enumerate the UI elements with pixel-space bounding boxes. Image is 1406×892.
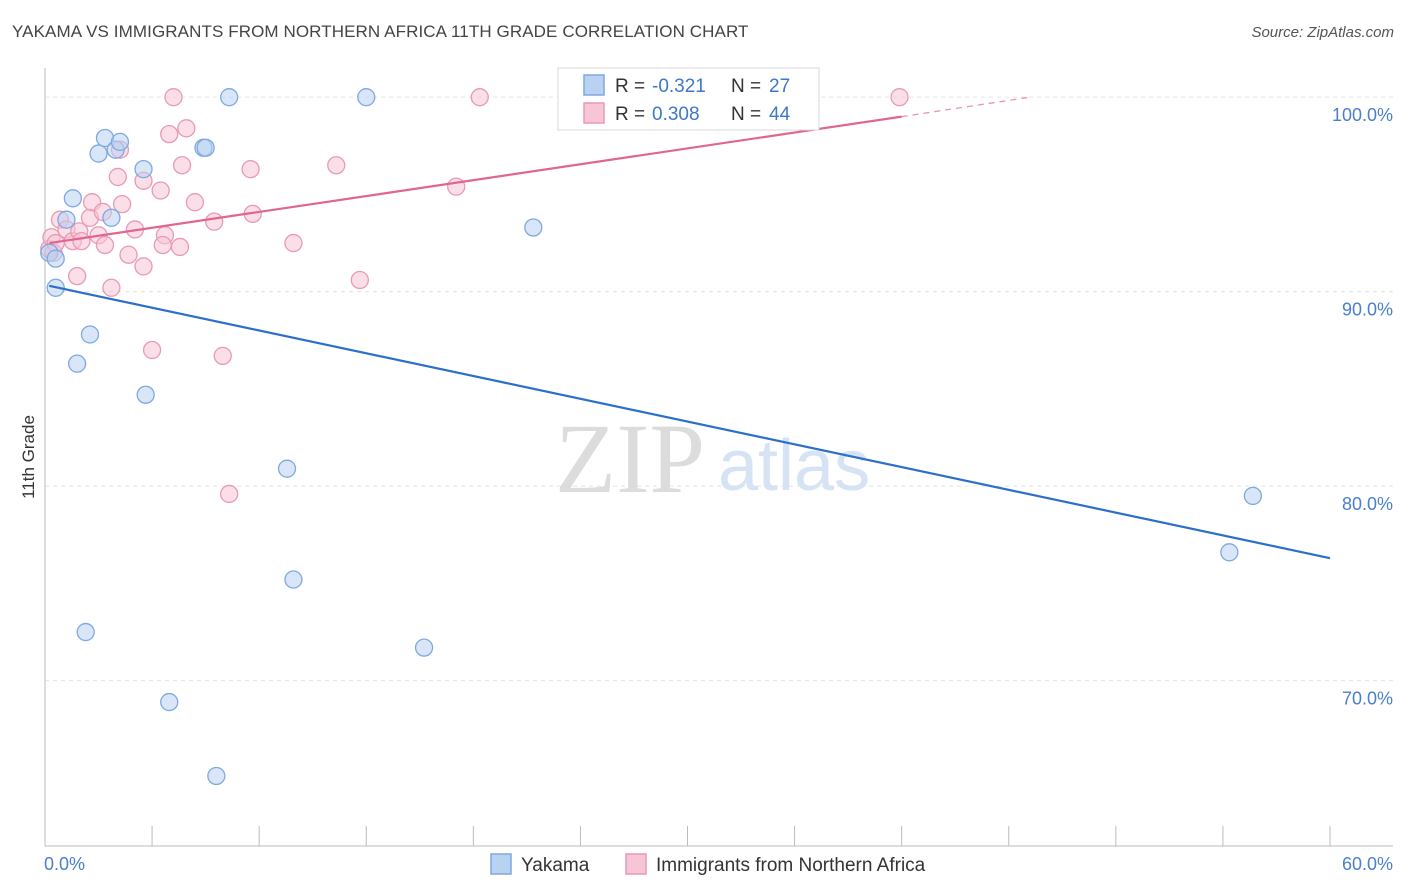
trend-lines bbox=[49, 96, 1331, 560]
point-immigrants-41 bbox=[470, 88, 489, 107]
point-immigrants-37 bbox=[284, 233, 303, 253]
point-immigrants-18 bbox=[112, 194, 132, 214]
bottom-legend-label-immigrants: Immigrants from Northern Africa bbox=[656, 855, 926, 876]
point-immigrants-28 bbox=[170, 237, 190, 257]
legend-r-label-immigrants: R = bbox=[615, 104, 645, 125]
x-tick-label-1: 60.0% bbox=[1342, 854, 1393, 874]
point-immigrants-16 bbox=[108, 167, 127, 187]
point-yakama-12 bbox=[134, 159, 153, 179]
bottom-legend: Yakama Immigrants from Northern Africa bbox=[490, 853, 926, 876]
point-immigrants-33 bbox=[213, 346, 232, 366]
grid-lines bbox=[45, 96, 1393, 682]
point-immigrants-26 bbox=[160, 124, 179, 144]
point-immigrants-31 bbox=[185, 193, 205, 212]
point-yakama-21 bbox=[357, 88, 376, 107]
point-immigrants-42 bbox=[890, 88, 909, 107]
legend-r-value-immigrants: 0.308 bbox=[652, 104, 700, 125]
legend-n-value-immigrants: 44 bbox=[769, 104, 791, 125]
y-tick-label-3: 100.0% bbox=[1332, 105, 1393, 125]
point-immigrants-7 bbox=[67, 266, 87, 286]
legend-r-label-yakama: R = bbox=[615, 76, 645, 97]
legend-n-label-immigrants: N = bbox=[731, 104, 761, 125]
y-tick-label-0: 70.0% bbox=[1342, 689, 1393, 709]
point-immigrants-38 bbox=[327, 156, 346, 175]
point-yakama-11 bbox=[110, 132, 130, 152]
point-yakama-13 bbox=[136, 385, 155, 404]
y-axis-title: 11th Grade bbox=[19, 415, 38, 499]
point-yakama-18 bbox=[220, 88, 239, 107]
legend-n-label-yakama: N = bbox=[731, 76, 761, 97]
point-yakama-4 bbox=[63, 189, 82, 208]
point-immigrants-32 bbox=[205, 212, 224, 231]
legend-swatch-immigrants bbox=[583, 102, 605, 124]
bottom-legend-swatch-yakama bbox=[490, 853, 512, 875]
point-immigrants-27 bbox=[164, 88, 183, 107]
point-immigrants-15 bbox=[102, 278, 121, 297]
point-yakama-22 bbox=[414, 638, 434, 657]
point-immigrants-24 bbox=[151, 181, 170, 200]
point-immigrants-9 bbox=[72, 231, 91, 251]
point-immigrants-14 bbox=[95, 235, 115, 255]
watermark: ZIP atlas bbox=[555, 403, 870, 514]
point-yakama-19 bbox=[277, 459, 297, 478]
source-label: Source: ZipAtlas.com bbox=[1251, 24, 1394, 41]
point-yakama-26 bbox=[1243, 486, 1263, 506]
point-immigrants-30 bbox=[177, 119, 196, 138]
chart-title: YAKAMA VS IMMIGRANTS FROM NORTHERN AFRIC… bbox=[12, 22, 749, 41]
y-tick-label-1: 80.0% bbox=[1342, 494, 1393, 514]
legend-r-value-yakama: -0.321 bbox=[652, 76, 706, 97]
point-immigrants-19 bbox=[119, 245, 138, 264]
watermark-zip: ZIP bbox=[555, 403, 705, 514]
point-immigrants-43 bbox=[153, 235, 172, 255]
point-immigrants-29 bbox=[172, 156, 192, 175]
point-yakama-1 bbox=[46, 249, 65, 268]
point-yakama-23 bbox=[524, 218, 543, 237]
point-yakama-14 bbox=[160, 692, 179, 712]
point-immigrants-22 bbox=[134, 257, 153, 276]
legend-n-value-yakama: 27 bbox=[769, 76, 790, 97]
point-yakama-20 bbox=[284, 570, 303, 589]
point-yakama-17 bbox=[207, 766, 226, 786]
trend-line-immigrants bbox=[49, 115, 902, 245]
x-tick-labels: 0.0% 60.0% bbox=[44, 854, 1393, 874]
point-yakama-25 bbox=[1220, 543, 1239, 562]
point-yakama-7 bbox=[89, 144, 108, 163]
axes bbox=[44, 68, 1393, 847]
point-yakama-5 bbox=[67, 354, 87, 373]
bottom-legend-label-yakama: Yakama bbox=[521, 855, 590, 876]
point-yakama-9 bbox=[102, 208, 121, 227]
point-immigrants-35 bbox=[241, 159, 260, 179]
trend-line-immigrants-extension bbox=[901, 96, 1031, 118]
stats-legend-box: R = -0.321 N = 27 R = 0.308 N = 44 bbox=[557, 67, 820, 131]
x-tick-label-0: 0.0% bbox=[44, 854, 85, 874]
bottom-legend-swatch-immigrants bbox=[625, 853, 647, 875]
y-tick-label-2: 90.0% bbox=[1342, 300, 1393, 320]
point-yakama-6 bbox=[80, 325, 100, 344]
y-tick-labels: 70.0% 80.0% 90.0% 100.0% bbox=[1332, 105, 1393, 709]
point-yakama-24 bbox=[76, 622, 95, 642]
point-immigrants-34 bbox=[220, 484, 239, 504]
point-immigrants-40 bbox=[447, 177, 466, 196]
point-immigrants-39 bbox=[350, 270, 369, 290]
trend-line-yakama bbox=[49, 284, 1331, 560]
point-yakama-3 bbox=[57, 210, 76, 229]
point-yakama-16 bbox=[196, 138, 215, 157]
legend-swatch-yakama bbox=[583, 74, 605, 96]
watermark-atlas: atlas bbox=[718, 426, 870, 506]
point-immigrants-23 bbox=[142, 340, 162, 360]
